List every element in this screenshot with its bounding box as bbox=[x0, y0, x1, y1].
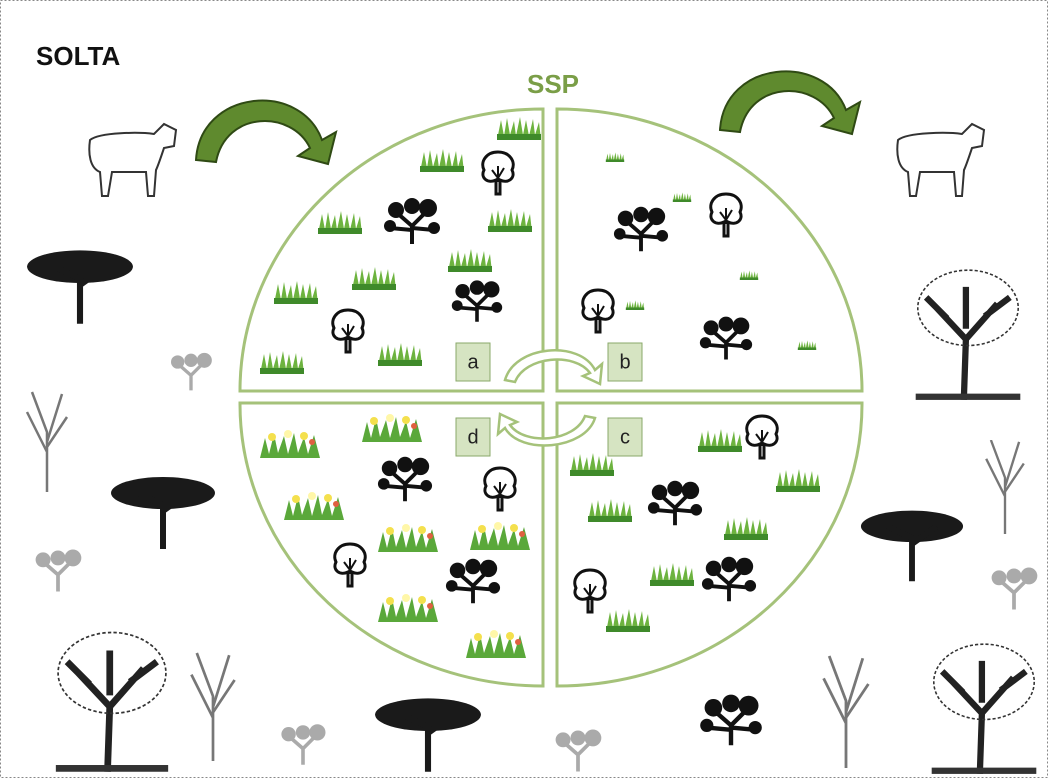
quadrant-label: b bbox=[619, 351, 630, 373]
diagram: SOLTA SSP a b c d bbox=[0, 0, 1048, 778]
frame bbox=[1, 1, 1048, 778]
quadrant-label: c bbox=[620, 426, 630, 448]
ssp-label: SSP bbox=[527, 69, 579, 99]
title: SOLTA bbox=[36, 41, 120, 71]
quadrant-label: a bbox=[467, 351, 479, 373]
quadrant-label: d bbox=[467, 426, 478, 448]
